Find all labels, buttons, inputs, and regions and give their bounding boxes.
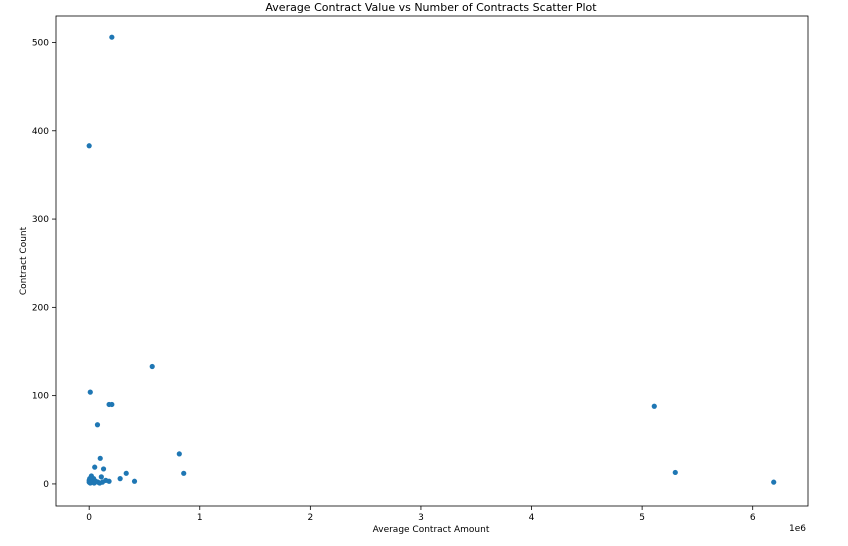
scatter-point: [98, 474, 104, 480]
scatter-point: [117, 476, 123, 482]
x-tick-label: 4: [529, 513, 535, 523]
scatter-point: [97, 455, 103, 461]
x-tick-label: 2: [307, 513, 313, 523]
y-axis: 0 100 200 300 400 500: [32, 38, 56, 490]
y-tick-label: 100: [32, 392, 49, 402]
x-axis-label: Average Contract Amount: [373, 525, 490, 535]
x-tick-label: 6: [750, 513, 756, 523]
y-tick-label: 0: [43, 480, 49, 490]
x-tick-label: 5: [639, 513, 645, 523]
scatter-point: [176, 451, 182, 457]
x-axis-scale-label: 1e6: [789, 524, 806, 534]
x-tick-label: 3: [418, 513, 424, 523]
scatter-points: [86, 34, 777, 486]
scatter-point: [651, 403, 657, 409]
scatter-point: [181, 470, 187, 476]
scatter-point: [109, 34, 115, 40]
scatter-point: [94, 422, 101, 428]
y-tick-label: 300: [32, 215, 49, 225]
scatter-point: [672, 469, 678, 476]
scatter-point: [771, 479, 777, 485]
scatter-point: [106, 478, 112, 484]
scatter-point: [131, 478, 138, 484]
scatter-point: [99, 479, 106, 485]
scatter-point: [100, 466, 107, 472]
x-tick-label: 1: [197, 513, 203, 523]
y-tick-label: 400: [32, 127, 49, 137]
scatter-point: [86, 143, 92, 149]
x-axis: 0 1 2 3 4 5 6: [86, 506, 756, 523]
y-tick-label: 500: [32, 38, 49, 48]
plot-frame: [55, 15, 809, 507]
y-tick-label: 200: [32, 303, 49, 313]
scatter-point: [149, 363, 155, 370]
scatter-point: [123, 470, 129, 476]
scatter-point: [92, 464, 98, 470]
chart-title: Average Contract Value vs Number of Cont…: [265, 1, 597, 14]
scatter-point: [87, 389, 93, 395]
x-tick-label: 0: [86, 513, 92, 523]
scatter-point: [91, 480, 97, 486]
y-axis-label: Contract Count: [19, 226, 29, 295]
scatter-point: [109, 401, 115, 408]
